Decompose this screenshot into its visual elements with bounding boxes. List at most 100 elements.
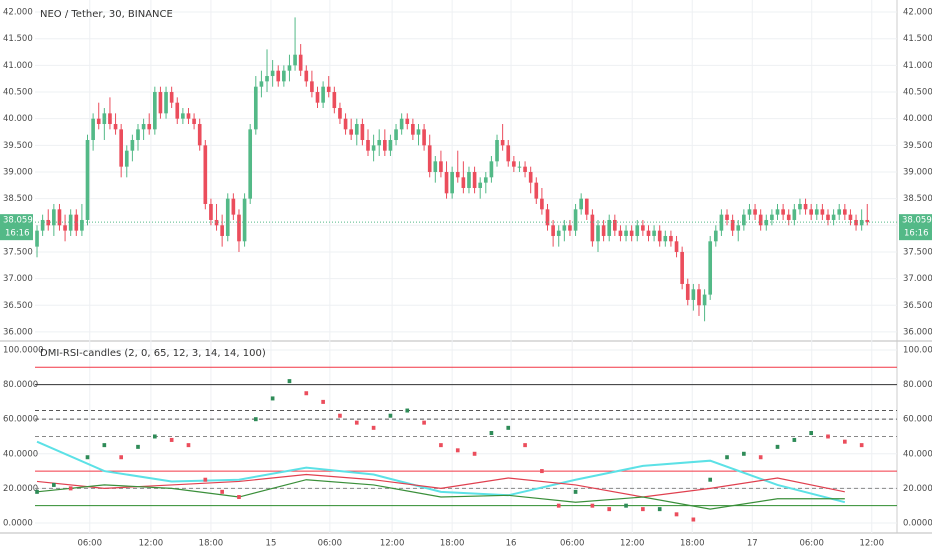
candle-body (433, 161, 438, 172)
candle-body (803, 203, 808, 210)
candle-body (635, 225, 640, 236)
candle-body (646, 230, 651, 236)
candle-body (326, 86, 331, 93)
candle-body (91, 118, 95, 141)
candle-body (399, 118, 404, 130)
y-tick-label: 36.500 (903, 301, 932, 311)
candle-body (57, 209, 62, 226)
rsi-candle (85, 455, 90, 460)
candle-body (153, 92, 157, 130)
candle-body (781, 209, 785, 215)
candle-body (416, 129, 421, 135)
candle-body (343, 118, 348, 130)
chart-title: NEO / Tether, 30, BINANCE (40, 9, 173, 20)
candle-body (713, 230, 718, 242)
rsi-candle (203, 477, 208, 482)
candle-body (332, 92, 337, 109)
candle-body (843, 209, 847, 215)
candle-body (225, 198, 230, 236)
candle-body (74, 214, 79, 231)
candle-body (197, 124, 202, 146)
candle-body (220, 225, 224, 236)
y-tick-label: 80.0000 (903, 380, 932, 390)
countdown-label: 16:16 (904, 229, 929, 239)
candle-body (141, 124, 146, 130)
candle-body (584, 198, 589, 215)
candle-body (674, 241, 679, 252)
candle-body (293, 54, 297, 66)
rsi-candle (405, 408, 410, 413)
y-tick-label: 40.500 (3, 88, 33, 98)
x-tick-label: 12:00 (620, 539, 645, 549)
rsi-candle (68, 486, 73, 491)
y-tick-label: 42.000 (3, 8, 33, 18)
y-tick-label: 0.0000 (903, 518, 932, 528)
candle-body (85, 140, 90, 220)
candle-body (865, 219, 870, 223)
rsi-candle (52, 482, 56, 487)
y-tick-label: 40.500 (903, 88, 932, 98)
rsi-candle (674, 512, 679, 517)
candle-body (859, 219, 864, 226)
x-tick-label: 06:00 (318, 539, 343, 549)
rsi-candle (540, 469, 544, 474)
candle-body (472, 171, 477, 188)
candle-body (422, 129, 426, 146)
y-tick-label: 36.000 (3, 327, 33, 337)
candle-body (113, 124, 118, 130)
x-tick-label: 18:00 (440, 539, 465, 549)
rsi-candle (691, 517, 696, 522)
candle-body (265, 76, 269, 82)
y-tick-label: 0.0000 (3, 518, 33, 528)
candle-body (506, 145, 511, 162)
candle-body (792, 209, 797, 220)
y-tick-label: 60.0000 (3, 415, 38, 425)
candle-body (310, 81, 314, 93)
candle-body (613, 219, 617, 231)
rsi-candle (153, 434, 157, 439)
candle-body (725, 214, 729, 220)
candle-body (702, 294, 707, 306)
rsi-candle (859, 443, 864, 448)
candle-body (108, 113, 112, 125)
candle-body (596, 225, 600, 242)
candle-body (831, 214, 836, 220)
candle-body (186, 113, 191, 119)
candle-body (405, 118, 410, 125)
y-tick-label: 38.500 (3, 194, 33, 204)
candle-body (80, 219, 84, 231)
candle-body (136, 129, 140, 141)
candle-body (253, 86, 258, 130)
candle-body (483, 177, 488, 183)
candle-body (276, 70, 281, 82)
y-tick-label: 40.000 (903, 114, 932, 124)
last-price-label: 38.059 (3, 216, 33, 226)
candle-body (691, 289, 696, 300)
indicator-line (36, 440, 846, 504)
y-tick-label: 40.0000 (903, 449, 932, 459)
rsi-candle (237, 495, 241, 500)
candle-body (489, 161, 494, 178)
rsi-candle (624, 503, 628, 508)
candle-body (540, 198, 544, 210)
candle-body (500, 140, 505, 146)
rsi-candle (708, 477, 713, 482)
candle-body (730, 219, 735, 231)
candle-body (685, 283, 690, 300)
y-tick-label: 20.0000 (903, 484, 932, 494)
rsi-candle (590, 503, 595, 508)
candle-body (96, 118, 101, 125)
candle-body (63, 225, 67, 231)
y-tick-label: 39.000 (3, 167, 33, 177)
y-tick-label: 40.000 (3, 114, 33, 124)
candle-body (287, 65, 292, 71)
candle-body (551, 225, 555, 236)
candle-body (338, 108, 342, 119)
y-tick-label: 41.500 (3, 34, 33, 44)
y-tick-label: 39.000 (903, 167, 932, 177)
candle-body (130, 140, 135, 151)
x-tick-label: 18:00 (680, 539, 705, 549)
candle-body (719, 214, 724, 231)
candle-body (848, 214, 853, 220)
